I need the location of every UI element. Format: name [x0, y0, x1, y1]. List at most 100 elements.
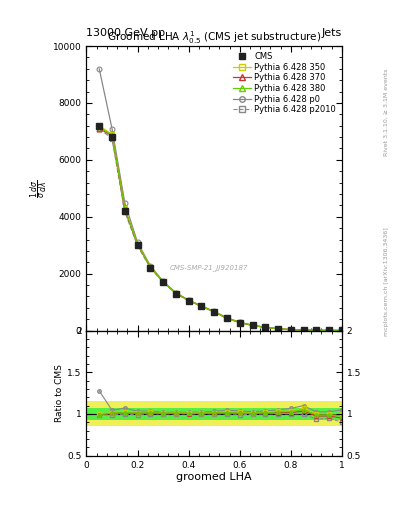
Pythia 6.428 350 [110, 131, 114, 137]
Line: Pythia 6.428 370: Pythia 6.428 370 [97, 126, 344, 333]
Pythia 6.428 370 [225, 315, 230, 321]
Text: CMS-SMP-21_JJ920187: CMS-SMP-21_JJ920187 [170, 265, 248, 271]
Pythia 6.428 350 [186, 297, 191, 304]
Pythia 6.428 p2010 [199, 303, 204, 309]
Line: CMS: CMS [96, 123, 345, 333]
Line: Pythia 6.428 380: Pythia 6.428 380 [97, 125, 344, 333]
CMS [148, 265, 152, 271]
Pythia 6.428 350 [135, 241, 140, 247]
Pythia 6.428 380 [263, 324, 268, 330]
Pythia 6.428 350 [276, 326, 281, 332]
Pythia 6.428 350 [263, 324, 268, 330]
Pythia 6.428 p2010 [186, 297, 191, 304]
Pythia 6.428 380 [199, 303, 204, 309]
Pythia 6.428 p0 [186, 297, 191, 303]
CMS [314, 327, 319, 333]
Pythia 6.428 370 [161, 279, 165, 285]
CMS [199, 303, 204, 309]
Text: mcplots.cern.ch [arXiv:1306.3436]: mcplots.cern.ch [arXiv:1306.3436] [384, 227, 389, 336]
Pythia 6.428 370 [97, 125, 101, 132]
Pythia 6.428 p2010 [110, 136, 114, 142]
Pythia 6.428 p2010 [225, 315, 230, 322]
Pythia 6.428 p2010 [237, 319, 242, 326]
Pythia 6.428 p2010 [327, 327, 332, 333]
CMS [340, 327, 344, 333]
CMS [174, 290, 178, 296]
Pythia 6.428 p2010 [276, 326, 281, 332]
Pythia 6.428 p0 [161, 278, 165, 284]
Pythia 6.428 p0 [327, 327, 332, 333]
Pythia 6.428 350 [123, 205, 127, 211]
Pythia 6.428 p0 [199, 303, 204, 309]
Pythia 6.428 350 [340, 327, 344, 333]
Pythia 6.428 380 [161, 279, 165, 285]
Y-axis label: Ratio to CMS: Ratio to CMS [55, 364, 64, 422]
Line: Pythia 6.428 p0: Pythia 6.428 p0 [97, 67, 344, 333]
Pythia 6.428 350 [199, 303, 204, 309]
Pythia 6.428 350 [301, 327, 306, 333]
Pythia 6.428 370 [237, 319, 242, 326]
Pythia 6.428 350 [288, 327, 293, 333]
Line: Pythia 6.428 p2010: Pythia 6.428 p2010 [97, 126, 344, 333]
Pythia 6.428 p0 [135, 239, 140, 245]
Pythia 6.428 370 [110, 133, 114, 139]
Text: Jets: Jets [321, 28, 342, 38]
Pythia 6.428 380 [250, 322, 255, 328]
CMS [327, 327, 332, 333]
Pythia 6.428 350 [314, 327, 319, 333]
Pythia 6.428 p2010 [314, 327, 319, 333]
CMS [97, 123, 101, 129]
Pythia 6.428 380 [301, 327, 306, 333]
Pythia 6.428 370 [250, 323, 255, 329]
Pythia 6.428 370 [148, 264, 152, 270]
Pythia 6.428 380 [340, 327, 344, 333]
Pythia 6.428 p0 [250, 322, 255, 328]
Legend: CMS, Pythia 6.428 350, Pythia 6.428 370, Pythia 6.428 380, Pythia 6.428 p0, Pyth: CMS, Pythia 6.428 350, Pythia 6.428 370,… [231, 50, 338, 116]
CMS [263, 324, 268, 330]
Pythia 6.428 370 [199, 303, 204, 309]
Text: 13000 GeV pp: 13000 GeV pp [86, 28, 165, 38]
Pythia 6.428 350 [97, 123, 101, 129]
CMS [212, 309, 217, 315]
CMS [110, 134, 114, 140]
Pythia 6.428 p0 [263, 324, 268, 330]
Pythia 6.428 380 [237, 319, 242, 326]
Pythia 6.428 p0 [237, 319, 242, 325]
CMS [135, 242, 140, 248]
Pythia 6.428 370 [301, 327, 306, 333]
Pythia 6.428 p0 [301, 327, 306, 333]
CMS [225, 315, 230, 322]
Pythia 6.428 p0 [288, 327, 293, 333]
Pythia 6.428 380 [276, 326, 281, 332]
Pythia 6.428 370 [135, 242, 140, 248]
CMS [161, 279, 165, 285]
Pythia 6.428 370 [174, 290, 178, 296]
Pythia 6.428 370 [276, 326, 281, 332]
CMS [123, 208, 127, 214]
Pythia 6.428 p0 [340, 327, 344, 333]
CMS [301, 327, 306, 333]
Text: Rivet 3.1.10, ≥ 3.1M events: Rivet 3.1.10, ≥ 3.1M events [384, 69, 389, 156]
Line: Pythia 6.428 350: Pythia 6.428 350 [97, 123, 344, 333]
Pythia 6.428 350 [237, 319, 242, 326]
Pythia 6.428 p0 [314, 327, 319, 333]
Title: Groomed LHA $\lambda^{1}_{0.5}$ (CMS jet substructure): Groomed LHA $\lambda^{1}_{0.5}$ (CMS jet… [107, 29, 321, 46]
Pythia 6.428 370 [212, 309, 217, 315]
Pythia 6.428 p2010 [301, 327, 306, 333]
Pythia 6.428 380 [123, 206, 127, 212]
Pythia 6.428 370 [123, 206, 127, 212]
Pythia 6.428 380 [212, 309, 217, 315]
Pythia 6.428 370 [288, 327, 293, 333]
Pythia 6.428 380 [148, 264, 152, 270]
Pythia 6.428 p0 [110, 125, 114, 132]
CMS [186, 297, 191, 304]
Pythia 6.428 350 [148, 264, 152, 270]
Y-axis label: $\frac{1}{\sigma}\frac{d\sigma}{d\lambda}$: $\frac{1}{\sigma}\frac{d\sigma}{d\lambda… [29, 179, 50, 198]
Pythia 6.428 370 [327, 327, 332, 333]
CMS [250, 323, 255, 329]
Pythia 6.428 380 [225, 315, 230, 321]
Pythia 6.428 p2010 [340, 327, 344, 333]
Pythia 6.428 p2010 [250, 323, 255, 329]
Pythia 6.428 p2010 [148, 265, 152, 271]
Pythia 6.428 380 [186, 297, 191, 304]
